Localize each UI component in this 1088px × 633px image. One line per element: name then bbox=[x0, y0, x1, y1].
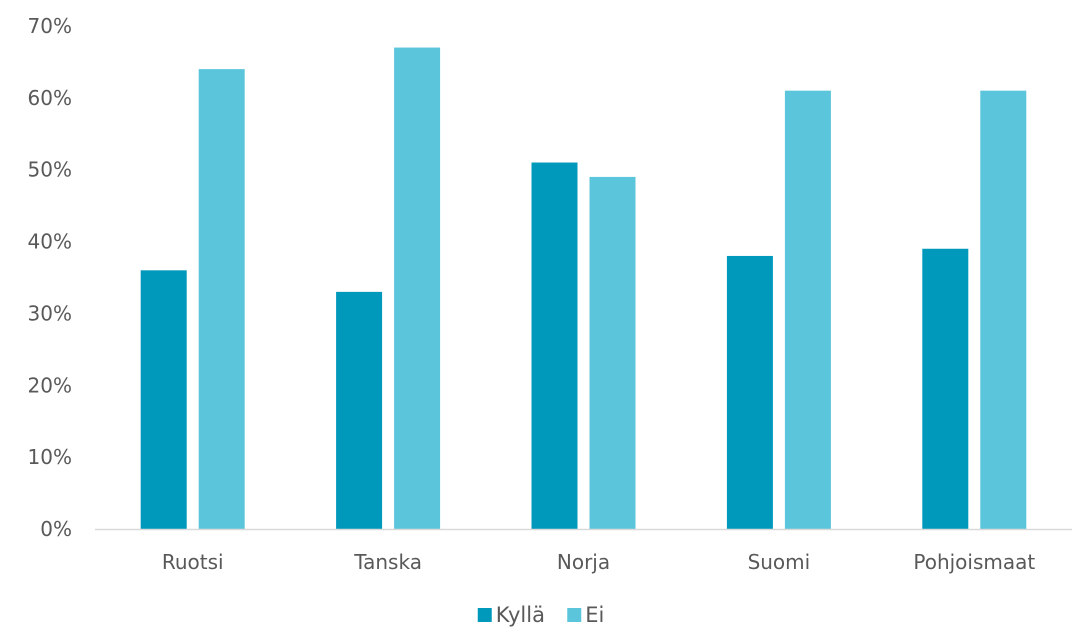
bar-ei-ruotsi bbox=[198, 69, 245, 529]
y-tick-label: 40% bbox=[28, 230, 72, 254]
bar-kyll-suomi bbox=[726, 255, 773, 529]
y-tick-label: 50% bbox=[28, 158, 72, 182]
bar-kyll-pohjoismaat bbox=[922, 248, 969, 529]
x-tick-label: Suomi bbox=[748, 550, 811, 574]
legend: Kyllä Ei bbox=[477, 603, 604, 627]
bar-ei-suomi bbox=[784, 90, 831, 530]
bar-kyll-norja bbox=[531, 162, 578, 529]
y-tick-label: 30% bbox=[28, 301, 72, 325]
bar-ei-norja bbox=[589, 176, 636, 529]
bar-ei-tanska bbox=[394, 47, 441, 530]
y-tick-label: 60% bbox=[28, 86, 72, 110]
legend-swatch bbox=[477, 608, 492, 622]
x-tick-label: Ruotsi bbox=[162, 550, 224, 574]
bar-kyll-tanska bbox=[336, 291, 383, 529]
x-tick-label: Norja bbox=[557, 550, 610, 574]
legend-label: Ei bbox=[585, 603, 604, 627]
y-tick-label: 0% bbox=[40, 517, 72, 541]
y-tick-label: 20% bbox=[28, 373, 72, 397]
y-tick-label: 10% bbox=[28, 445, 72, 469]
legend-swatch bbox=[567, 608, 582, 622]
x-tick-label: Pohjoismaat bbox=[913, 550, 1035, 574]
y-tick-label: 70% bbox=[28, 14, 72, 38]
legend-label: Kyllä bbox=[496, 603, 545, 627]
x-tick-label: Tanska bbox=[353, 550, 422, 574]
x-axis: Ruotsi Tanska Norja Suomi Pohjoismaat bbox=[162, 550, 1036, 574]
bar-kyll-ruotsi bbox=[140, 270, 187, 529]
bar-ei-pohjoismaat bbox=[980, 90, 1027, 530]
bars bbox=[140, 47, 1027, 530]
y-axis: 0% 10% 20% 30% 40% 50% 60% 70% bbox=[28, 14, 72, 541]
